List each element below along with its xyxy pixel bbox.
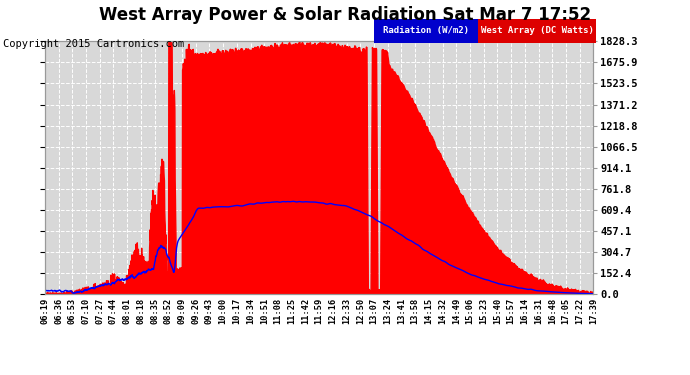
Text: 12:16: 12:16 (328, 298, 337, 324)
Text: 14:15: 14:15 (424, 298, 433, 324)
Text: 07:10: 07:10 (81, 298, 90, 324)
Text: 12:50: 12:50 (356, 298, 365, 324)
Text: Radiation (W/m2): Radiation (W/m2) (383, 26, 469, 36)
Text: 15:23: 15:23 (479, 298, 489, 324)
Text: 13:07: 13:07 (369, 298, 379, 324)
Text: West Array (DC Watts): West Array (DC Watts) (481, 26, 593, 36)
Text: 11:25: 11:25 (287, 298, 296, 324)
Text: 17:05: 17:05 (562, 298, 571, 324)
Text: 16:14: 16:14 (520, 298, 529, 324)
Text: 07:44: 07:44 (109, 298, 118, 324)
Text: 13:58: 13:58 (411, 298, 420, 324)
Text: 06:36: 06:36 (54, 298, 63, 324)
Text: 06:19: 06:19 (40, 298, 50, 324)
Text: 10:34: 10:34 (246, 298, 255, 324)
Text: 11:59: 11:59 (315, 298, 324, 324)
Text: 11:42: 11:42 (301, 298, 310, 324)
Text: 09:43: 09:43 (205, 298, 214, 324)
Text: 10:00: 10:00 (219, 298, 228, 324)
Text: 11:08: 11:08 (273, 298, 282, 324)
Text: 07:27: 07:27 (95, 298, 104, 324)
Text: 13:24: 13:24 (383, 298, 392, 324)
Text: 15:40: 15:40 (493, 298, 502, 324)
Text: 08:35: 08:35 (150, 298, 159, 324)
Text: 10:51: 10:51 (259, 298, 269, 324)
Text: West Array Power & Solar Radiation Sat Mar 7 17:52: West Array Power & Solar Radiation Sat M… (99, 6, 591, 24)
Text: Copyright 2015 Cartronics.com: Copyright 2015 Cartronics.com (3, 39, 185, 50)
Text: 13:41: 13:41 (397, 298, 406, 324)
Text: 16:48: 16:48 (548, 298, 557, 324)
Text: 09:26: 09:26 (191, 298, 200, 324)
Text: 08:01: 08:01 (123, 298, 132, 324)
Text: 15:57: 15:57 (506, 298, 515, 324)
Text: 08:52: 08:52 (164, 298, 172, 324)
Text: 10:17: 10:17 (233, 298, 241, 324)
Text: 16:31: 16:31 (534, 298, 543, 324)
Text: 08:18: 08:18 (137, 298, 146, 324)
Text: 15:06: 15:06 (466, 298, 475, 324)
Text: 06:53: 06:53 (68, 298, 77, 324)
Text: 14:49: 14:49 (452, 298, 461, 324)
Text: 12:33: 12:33 (342, 298, 351, 324)
Text: 09:09: 09:09 (177, 298, 186, 324)
Text: 17:22: 17:22 (575, 298, 584, 324)
Text: 17:39: 17:39 (589, 298, 598, 324)
Text: 14:32: 14:32 (438, 298, 447, 324)
